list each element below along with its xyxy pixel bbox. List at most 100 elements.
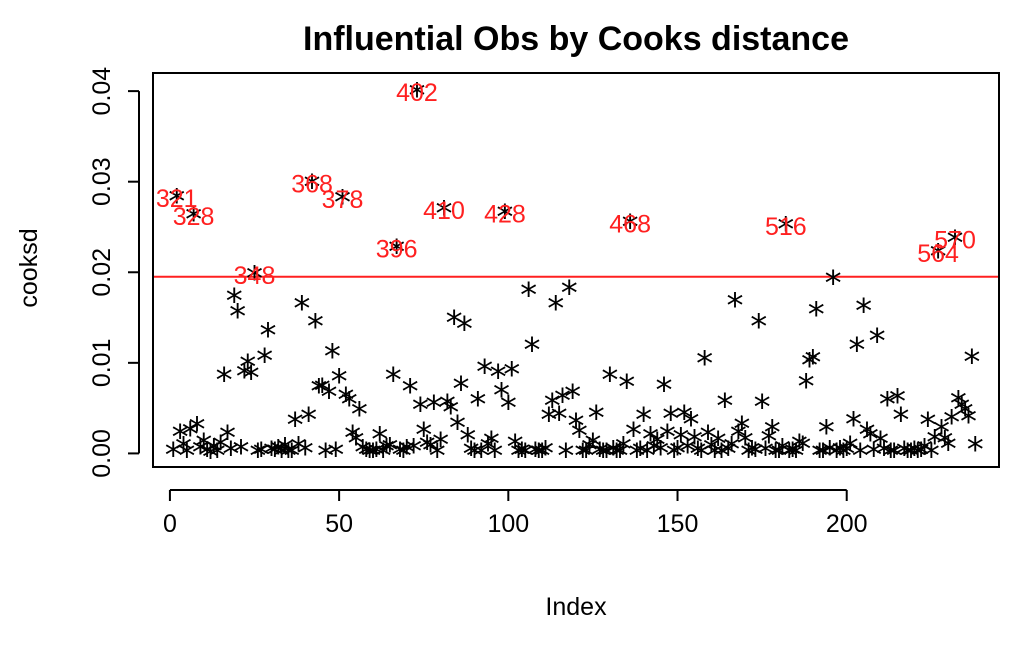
- data-point: *: [256, 341, 273, 381]
- data-point: *: [507, 427, 524, 467]
- y-tick-label: 0.03: [88, 157, 116, 206]
- data-point: *: [229, 297, 246, 337]
- data-point: *: [212, 428, 229, 468]
- data-point: *: [182, 415, 199, 455]
- data-point: *: [293, 289, 310, 329]
- data-point: *: [889, 382, 906, 422]
- data-point: *: [232, 433, 249, 473]
- data-point: *: [456, 310, 473, 350]
- data-point: *: [821, 434, 838, 474]
- y-tick-label: 0.01: [88, 339, 116, 388]
- data-point: *: [243, 359, 260, 399]
- data-point: *: [947, 224, 964, 264]
- data-point: *: [757, 435, 774, 475]
- data-point: *: [402, 372, 419, 412]
- data-point: *: [554, 381, 571, 421]
- data-point: *: [615, 430, 632, 470]
- data-point: *: [334, 183, 351, 223]
- influential-obs-label: 328: [173, 203, 215, 231]
- data-point: *: [743, 434, 760, 474]
- data-point: *: [669, 434, 686, 474]
- data-point: *: [963, 342, 980, 382]
- data-point: *: [287, 406, 304, 446]
- data-point: *: [185, 200, 202, 240]
- data-point: *: [439, 388, 456, 428]
- data-point: *: [710, 425, 727, 465]
- data-point: *: [936, 424, 953, 464]
- data-point: *: [324, 337, 341, 377]
- data-point: *: [950, 384, 967, 424]
- data-point: *: [943, 403, 960, 443]
- data-point: *: [872, 425, 889, 465]
- x-tick-label: 200: [826, 510, 868, 538]
- data-point: *: [513, 436, 530, 476]
- x-tick-label: 150: [657, 510, 699, 538]
- data-point: *: [385, 360, 402, 400]
- data-point: *: [683, 405, 700, 445]
- data-point: *: [476, 352, 493, 392]
- data-point: *: [777, 210, 794, 250]
- data-point: *: [432, 426, 449, 466]
- influential-obs-label: 402: [396, 79, 438, 107]
- influential-obs-label: 396: [376, 236, 418, 264]
- influential-obs-label: 410: [423, 197, 465, 225]
- data-point: *: [831, 434, 848, 474]
- data-point: *: [222, 435, 239, 475]
- data-point: *: [689, 435, 706, 475]
- data-point: *: [953, 390, 970, 430]
- data-point: *: [469, 385, 486, 425]
- data-point: *: [354, 433, 371, 473]
- data-point: *: [486, 437, 503, 477]
- data-point: *: [165, 436, 182, 476]
- data-point: *: [436, 194, 453, 234]
- data-point: *: [618, 368, 635, 408]
- y-tick-label: 0.04: [88, 67, 116, 116]
- data-point: *: [635, 400, 652, 440]
- data-point: *: [859, 416, 876, 456]
- data-point: *: [652, 434, 669, 474]
- data-point: *: [239, 348, 256, 388]
- data-point: *: [940, 429, 957, 469]
- data-point: *: [933, 413, 950, 453]
- data-point: *: [368, 436, 385, 476]
- data-point: *: [842, 429, 859, 469]
- data-point: *: [490, 358, 507, 398]
- data-point: *: [967, 430, 984, 470]
- data-point: *: [747, 436, 764, 476]
- data-point: *: [632, 435, 649, 475]
- data-point: *: [723, 430, 740, 470]
- data-point: *: [571, 417, 588, 457]
- data-point: *: [679, 432, 696, 472]
- data-point: *: [642, 420, 659, 460]
- data-point: *: [351, 395, 368, 435]
- data-point: *: [337, 380, 354, 420]
- data-point: *: [622, 207, 639, 247]
- data-point: *: [862, 420, 879, 460]
- data-point: *: [527, 436, 544, 476]
- influential-obs-label: 428: [484, 200, 526, 228]
- data-point: *: [344, 418, 361, 458]
- data-point: *: [195, 427, 212, 467]
- data-point: *: [442, 393, 459, 433]
- data-point: *: [226, 282, 243, 322]
- data-point: *: [869, 321, 886, 361]
- data-point: *: [493, 376, 510, 416]
- data-point: *: [452, 369, 469, 409]
- data-point: *: [733, 409, 750, 449]
- influential-obs-label: 516: [765, 213, 807, 241]
- data-point: *: [659, 417, 676, 457]
- data-point: *: [625, 416, 642, 456]
- data-point: *: [320, 378, 337, 418]
- influential-obs-label: 378: [322, 186, 364, 214]
- data-point: *: [662, 399, 679, 439]
- data-point: *: [703, 431, 720, 471]
- y-axis-label: cooksd: [15, 228, 43, 307]
- influential-obs-label: 368: [291, 171, 333, 199]
- data-point: *: [774, 432, 791, 472]
- y-tick-label: 0.02: [88, 248, 116, 297]
- influential-obs-label: 570: [934, 227, 976, 255]
- data-point: *: [405, 432, 422, 472]
- data-point: *: [564, 378, 581, 418]
- data-point: *: [727, 286, 744, 326]
